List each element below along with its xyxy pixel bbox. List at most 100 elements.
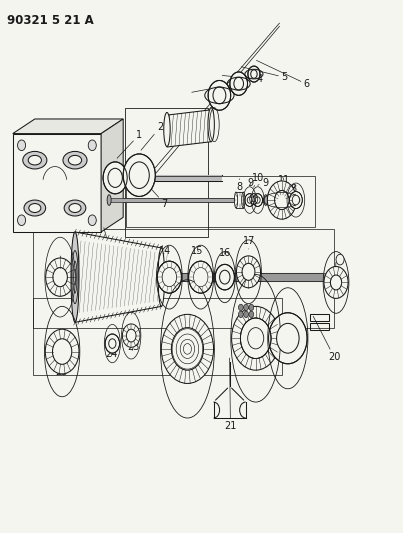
Circle shape bbox=[237, 256, 260, 288]
Circle shape bbox=[330, 275, 342, 290]
Circle shape bbox=[241, 318, 271, 359]
Circle shape bbox=[108, 168, 123, 188]
Circle shape bbox=[248, 328, 264, 349]
Ellipse shape bbox=[164, 112, 170, 147]
Polygon shape bbox=[101, 119, 123, 232]
Circle shape bbox=[123, 154, 155, 197]
Ellipse shape bbox=[69, 204, 81, 213]
Ellipse shape bbox=[18, 215, 26, 225]
Polygon shape bbox=[75, 232, 161, 322]
Ellipse shape bbox=[235, 192, 238, 208]
Text: 14: 14 bbox=[159, 246, 172, 255]
Text: 20: 20 bbox=[313, 316, 340, 362]
Circle shape bbox=[292, 195, 299, 205]
Ellipse shape bbox=[64, 200, 86, 216]
Circle shape bbox=[267, 181, 296, 219]
Polygon shape bbox=[167, 110, 211, 147]
Bar bbox=[33, 298, 282, 375]
Circle shape bbox=[256, 197, 260, 203]
Ellipse shape bbox=[18, 140, 26, 151]
Text: 8: 8 bbox=[237, 179, 243, 192]
Text: 9: 9 bbox=[248, 178, 254, 188]
Circle shape bbox=[276, 324, 299, 353]
Circle shape bbox=[53, 268, 67, 287]
Circle shape bbox=[289, 191, 302, 208]
Circle shape bbox=[220, 270, 230, 284]
Text: 24: 24 bbox=[105, 349, 117, 359]
Circle shape bbox=[213, 87, 226, 104]
Text: 90321 5 21 A: 90321 5 21 A bbox=[7, 14, 93, 27]
Bar bbox=[310, 314, 329, 321]
Ellipse shape bbox=[249, 311, 254, 318]
Text: 25: 25 bbox=[56, 367, 68, 377]
Ellipse shape bbox=[23, 151, 47, 169]
Circle shape bbox=[234, 77, 243, 90]
Circle shape bbox=[253, 193, 262, 206]
Ellipse shape bbox=[336, 254, 344, 265]
Ellipse shape bbox=[71, 232, 79, 322]
Polygon shape bbox=[13, 134, 101, 232]
Ellipse shape bbox=[208, 108, 214, 142]
Text: 23: 23 bbox=[127, 342, 139, 352]
Ellipse shape bbox=[249, 304, 254, 311]
Bar bbox=[310, 324, 329, 330]
Circle shape bbox=[103, 162, 127, 194]
Ellipse shape bbox=[63, 151, 87, 169]
Text: 16: 16 bbox=[219, 248, 231, 257]
Circle shape bbox=[157, 261, 181, 293]
Ellipse shape bbox=[69, 156, 82, 165]
Circle shape bbox=[247, 197, 252, 203]
Circle shape bbox=[105, 334, 120, 353]
Bar bbox=[67, 273, 342, 281]
Text: 21: 21 bbox=[224, 358, 237, 431]
Circle shape bbox=[232, 306, 280, 370]
Text: 3: 3 bbox=[192, 80, 235, 92]
Text: 6: 6 bbox=[256, 60, 310, 89]
Ellipse shape bbox=[88, 140, 96, 151]
Text: 13: 13 bbox=[104, 228, 121, 274]
Text: 22: 22 bbox=[183, 349, 195, 372]
Ellipse shape bbox=[29, 204, 41, 213]
Circle shape bbox=[268, 313, 307, 364]
Ellipse shape bbox=[264, 195, 268, 205]
Polygon shape bbox=[13, 119, 123, 134]
Circle shape bbox=[127, 329, 136, 342]
Text: 9: 9 bbox=[258, 178, 268, 188]
Circle shape bbox=[252, 196, 256, 201]
Circle shape bbox=[45, 329, 79, 374]
Circle shape bbox=[109, 339, 116, 349]
Bar bbox=[125, 108, 208, 237]
Circle shape bbox=[215, 264, 235, 290]
Ellipse shape bbox=[244, 311, 249, 318]
Bar bbox=[127, 176, 315, 227]
Circle shape bbox=[250, 193, 258, 204]
Ellipse shape bbox=[158, 248, 164, 306]
Circle shape bbox=[248, 66, 260, 82]
Circle shape bbox=[129, 162, 149, 189]
Circle shape bbox=[52, 339, 72, 365]
Text: 1: 1 bbox=[117, 130, 142, 158]
Text: 19: 19 bbox=[263, 328, 275, 359]
Circle shape bbox=[163, 269, 176, 286]
Text: 10: 10 bbox=[251, 173, 264, 187]
Circle shape bbox=[157, 261, 181, 293]
Circle shape bbox=[245, 193, 255, 206]
Ellipse shape bbox=[107, 195, 111, 205]
Circle shape bbox=[162, 268, 177, 287]
Circle shape bbox=[171, 328, 204, 370]
Ellipse shape bbox=[239, 304, 243, 311]
Text: 7: 7 bbox=[151, 189, 168, 209]
Bar bbox=[236, 192, 243, 208]
Ellipse shape bbox=[88, 215, 96, 225]
Circle shape bbox=[195, 269, 207, 285]
Circle shape bbox=[161, 314, 214, 383]
Text: 17: 17 bbox=[243, 236, 255, 249]
Circle shape bbox=[193, 268, 208, 287]
Circle shape bbox=[123, 324, 140, 348]
Circle shape bbox=[251, 70, 257, 78]
Circle shape bbox=[230, 72, 247, 95]
Text: 4: 4 bbox=[222, 75, 262, 84]
Bar bbox=[33, 229, 334, 328]
Circle shape bbox=[46, 258, 75, 296]
Text: 15: 15 bbox=[191, 246, 204, 255]
